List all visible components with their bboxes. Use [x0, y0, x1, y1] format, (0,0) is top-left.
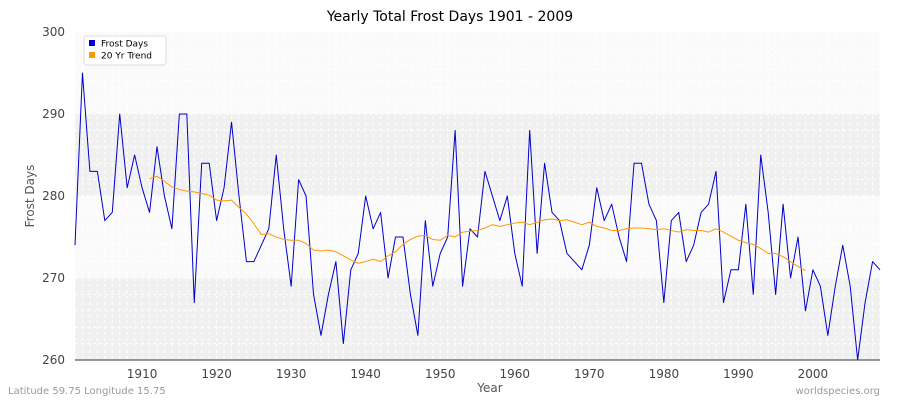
x-tick-label: 1960 [499, 367, 530, 381]
footer-source: worldspecies.org [796, 386, 880, 397]
series-line-trend [149, 175, 806, 272]
x-tick-label: 2000 [798, 367, 829, 381]
y-tick-label: 280 [42, 189, 65, 203]
x-tick-label: 1940 [350, 367, 381, 381]
x-tick-label: 1980 [649, 367, 680, 381]
legend-box [83, 35, 167, 66]
x-tick-label: 1910 [127, 367, 158, 381]
y-tick-label: 300 [42, 25, 65, 39]
y-tick-label: 260 [42, 353, 65, 367]
grid-lines [74, 32, 881, 360]
series-line-frost-days [74, 72, 881, 361]
y-tick-label: 270 [42, 271, 65, 285]
y-tick-labels: 260 270 280 290 300 [42, 25, 65, 367]
legend-label-trend: 20 Yr Trend [101, 52, 152, 62]
x-tick-label: 1920 [201, 367, 232, 381]
y-tick-label: 290 [42, 107, 65, 121]
footer-location: Latitude 59.75 Longitude 15.75 [8, 386, 166, 397]
legend-swatch-trend [89, 52, 95, 58]
x-tick-label: 1990 [723, 367, 754, 381]
series-lines [74, 72, 881, 361]
legend-label-frost-days: Frost Days [101, 40, 148, 50]
x-axis-label: Year [476, 381, 502, 395]
legend-swatch-frost-days [89, 40, 95, 46]
legend: Frost Days 20 Yr Trend [83, 35, 167, 66]
x-tick-label: 1970 [574, 367, 605, 381]
y-axis-label: Frost Days [23, 165, 37, 228]
x-tick-labels: 1910 1920 1930 1940 1950 1960 1970 1980 1990 2000 [127, 367, 828, 381]
chart-title: Yearly Total Frost Days 1901 - 2009 [326, 9, 573, 25]
x-tick-label: 1950 [425, 367, 456, 381]
x-tick-label: 1930 [276, 367, 307, 381]
